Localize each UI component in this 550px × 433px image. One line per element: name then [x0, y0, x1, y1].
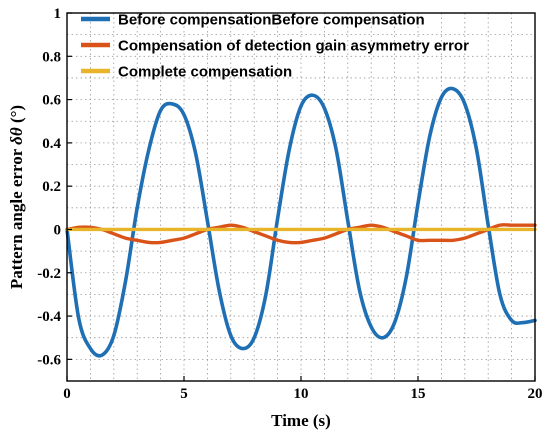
y-tick-label: 0.8 [42, 49, 61, 65]
legend: Before compensationBefore compensation Co… [81, 12, 469, 81]
legend-item-before: Before compensationBefore compensation [81, 12, 425, 29]
legend-label: Compensation of detection gain asymmetry… [118, 38, 469, 55]
y-axis-label: Pattern angle error δθ (°) [7, 105, 26, 289]
legend-label: Complete compensation [118, 64, 292, 81]
y-tick-label: 0.2 [42, 179, 61, 195]
x-tick-label: 20 [528, 386, 543, 402]
x-tick-label: 15 [411, 386, 426, 402]
y-tick-label: 0 [54, 222, 62, 238]
y-tick-label: -0.4 [37, 309, 61, 325]
legend-item-gain-asymmetry: Compensation of detection gain asymmetry… [81, 38, 469, 55]
legend-item-complete: Complete compensation [81, 64, 292, 81]
y-tick-label: -0.6 [37, 352, 61, 368]
y-axis-label-text: Pattern angle error [7, 145, 26, 289]
series-line-before [65, 86, 537, 358]
series-line-gain-asymmetry [65, 223, 537, 245]
y-axis-label-symbol: δθ [7, 127, 26, 145]
series-lines [65, 86, 537, 358]
y-tick-label: 0.6 [42, 93, 61, 109]
y-tick-label: 0.4 [42, 136, 61, 152]
x-tick-label: 10 [294, 386, 309, 402]
x-tick-label: 5 [180, 386, 188, 402]
x-axis-label: Time (s) [271, 411, 331, 430]
y-tick-label: -0.2 [37, 266, 61, 282]
y-axis-label-unit: (°) [7, 105, 26, 127]
x-tick-label: 0 [63, 386, 71, 402]
y-tick-label: 1 [54, 6, 62, 22]
axis-ticks: 0 5 10 15 20 -0.6 -0.4 -0.2 0 0.2 0.4 0.6 0.8 1 [37, 6, 542, 402]
legend-label: Before compensationBefore compensation [118, 12, 425, 29]
